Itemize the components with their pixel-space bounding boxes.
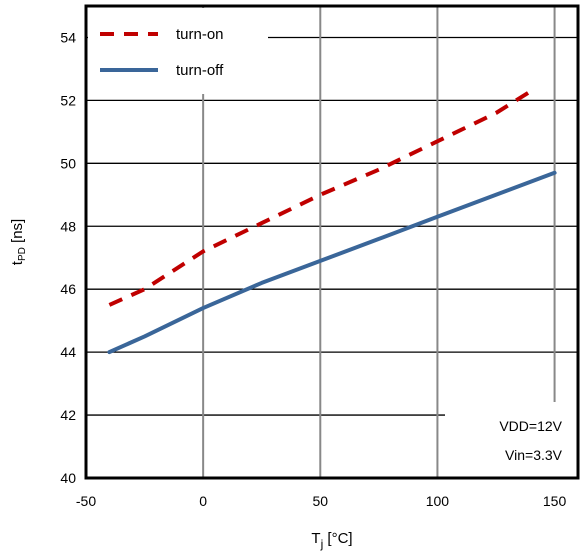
annotation-line-1: VDD=12V [499, 418, 562, 434]
legend: turn-on turn-off [88, 8, 268, 94]
grid [86, 6, 578, 478]
y-tick-label: 50 [60, 155, 76, 171]
y-tick-label: 40 [60, 470, 76, 486]
x-tick-label: 150 [543, 493, 567, 509]
series-line-turn-on [108, 89, 533, 307]
y-tick-label: 48 [60, 218, 76, 234]
annotation-background [445, 402, 577, 477]
y-tick-label: 54 [60, 29, 76, 45]
y-axis-title-main: t [9, 260, 26, 265]
annotation-box: VDD=12V Vin=3.3V [445, 402, 577, 477]
y-tick-label: 42 [60, 407, 76, 423]
x-axis-title-main: T [311, 530, 320, 547]
y-axis-title: tPD [ns] [9, 219, 28, 265]
x-tick-label: 0 [199, 493, 207, 509]
x-tick-label: 50 [312, 493, 328, 509]
x-axis-title-unit: [°C] [323, 530, 352, 547]
legend-background [88, 8, 268, 94]
y-tick-label: 44 [60, 344, 76, 360]
series-layer [107, 89, 557, 355]
series-line-turn-off [107, 170, 557, 355]
legend-label-turn-on: turn-on [176, 26, 224, 43]
plot-frame [84, 4, 580, 480]
x-tick-label: 100 [426, 493, 450, 509]
y-axis-title-sub: PD [17, 247, 28, 261]
legend-label-turn-off: turn-off [176, 62, 224, 79]
y-tick-label: 46 [60, 281, 76, 297]
tick-labels: 40 42 44 46 48 50 52 54 -50 0 50 100 150 [60, 29, 566, 509]
y-tick-label: 52 [60, 92, 76, 108]
x-axis-title: Tj [°C] [311, 530, 352, 551]
x-axis-title-sub: j [320, 537, 324, 551]
y-axis-title-unit: [ns] [9, 219, 26, 247]
x-tick-label: -50 [76, 493, 96, 509]
annotation-line-2: Vin=3.3V [505, 447, 563, 463]
